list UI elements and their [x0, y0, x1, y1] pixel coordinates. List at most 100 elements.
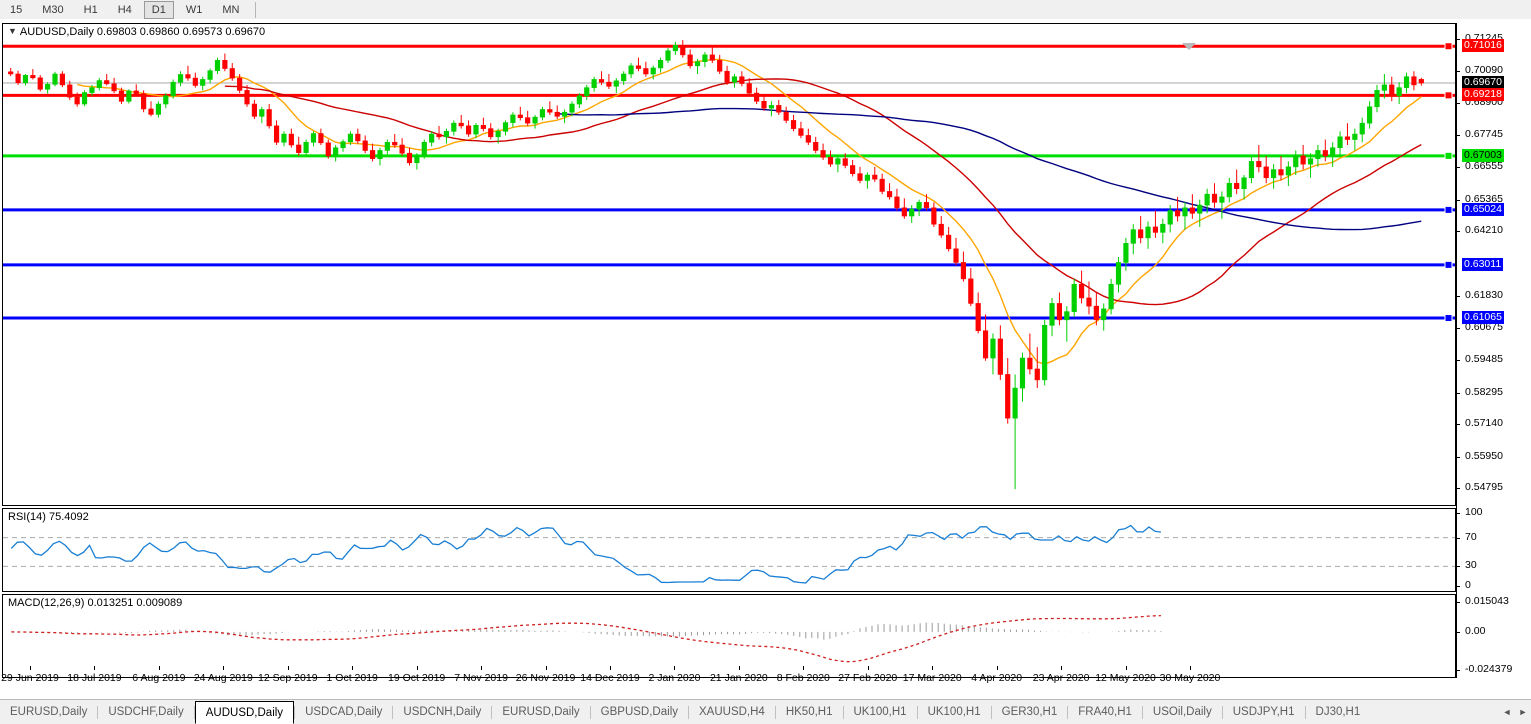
tab-scroll-left-icon[interactable]: ◄ [1502, 707, 1512, 717]
price-tick-mark [1456, 167, 1460, 169]
timeframe-button-d1[interactable]: D1 [143, 0, 174, 19]
collapse-arrow-icon[interactable]: ▼ [8, 26, 17, 36]
candle-body [8, 71, 14, 75]
price-level-handle[interactable] [1444, 151, 1453, 160]
candle-body [680, 45, 686, 56]
candle-body [827, 156, 834, 165]
candle-body [355, 133, 361, 142]
candle-body [74, 96, 80, 105]
symbol-tab-gbpusd-daily[interactable]: GBPUSD,Daily [600, 706, 678, 718]
candle-body [931, 207, 937, 225]
price-level-handle[interactable] [1444, 42, 1453, 51]
candle-body [879, 178, 885, 192]
candle-body [702, 54, 708, 62]
candle-body [1418, 79, 1424, 84]
candle-body [901, 207, 907, 217]
rsi-pane[interactable]: RSI(14) 75.4092 [2, 508, 1456, 592]
symbol-tab-xauusd-h4[interactable]: XAUUSD,H4 [699, 706, 765, 718]
symbol-tab-usoil-daily[interactable]: USOil,Daily [1152, 706, 1212, 718]
candle-body [562, 111, 568, 117]
price-level-tag[interactable]: 0.71016 [1462, 39, 1504, 53]
candle-body [177, 74, 184, 83]
symbol-tab-usdjpy-h1[interactable]: USDJPY,H1 [1232, 706, 1295, 718]
date-axis-tick [287, 666, 289, 670]
symbol-tab-dj30-h1[interactable]: DJ30,H1 [1315, 706, 1361, 718]
moving-average-line [224, 78, 1422, 306]
macd-pane[interactable]: MACD(12,26,9) 0.013251 0.009089 [2, 594, 1456, 678]
price-level-tag[interactable]: 0.65024 [1462, 202, 1504, 216]
timeframe-button-h1[interactable]: H1 [83, 3, 98, 16]
symbol-tab-usdcnh-daily[interactable]: USDCNH,Daily [403, 706, 482, 718]
macd-tick-mark [1456, 670, 1460, 671]
candle-body [214, 60, 221, 72]
candle-body [1019, 357, 1026, 389]
price-level-handle[interactable] [1444, 91, 1453, 100]
candle-body [67, 84, 73, 98]
price-level-tag[interactable]: 0.63011 [1462, 257, 1504, 271]
price-tick-label: 0.54795 [1465, 481, 1503, 494]
tab-scroll-right-icon[interactable]: ► [1518, 707, 1528, 717]
candle-body [1012, 387, 1018, 419]
candle-body [81, 92, 88, 105]
candle-body [754, 92, 760, 102]
candle-body [842, 158, 848, 166]
macd-tick-label: 0.015043 [1465, 595, 1509, 607]
candle-body [465, 125, 472, 135]
candle-body [1234, 182, 1240, 190]
date-scale[interactable]: 29 Jun 2019 18 Jul 2019 6 Aug 2019 24 Aug 2… [0, 666, 1531, 692]
candle-body [480, 125, 486, 129]
timeframe-toolbar: 15 M30 H1 H4 D1 W1 MN [0, 0, 1531, 20]
timeframe-button-h4[interactable]: H4 [117, 3, 132, 16]
price-level-tag[interactable]: 0.67003 [1462, 148, 1504, 162]
date-axis-label: 17 Mar 2020 [902, 672, 962, 684]
date-axis-tick [545, 666, 547, 670]
candle-body [724, 70, 730, 83]
candle-body [170, 81, 176, 97]
timeframe-button-mn[interactable]: MN [222, 3, 240, 16]
price-level-handle[interactable] [1444, 314, 1453, 323]
candle-body [916, 202, 922, 210]
price-level-tag[interactable]: 0.69218 [1462, 88, 1504, 102]
chart-area[interactable]: ▼ AUDUSD,Daily 0.69803 0.69860 0.69573 0.… [0, 19, 1531, 698]
symbol-tab-bar[interactable]: EURUSD,Daily USDCHF,Daily AUDUSD,Daily USDC… [0, 699, 1531, 724]
symbol-tab-ger30-h1[interactable]: GER30,H1 [1001, 706, 1058, 718]
candle-body [429, 133, 435, 143]
candle-body [1381, 84, 1387, 91]
candle-body [813, 141, 819, 151]
timeframe-button-m30[interactable]: M30 [42, 3, 64, 16]
symbol-tab-usdcad-daily[interactable]: USDCAD,Daily [305, 706, 383, 718]
price-level-tag[interactable]: 0.61065 [1462, 311, 1504, 325]
candle-body [118, 90, 125, 102]
candle-body [694, 61, 701, 67]
price-level-handle[interactable] [1444, 260, 1453, 269]
candle-body [717, 60, 723, 72]
candle-body [576, 95, 582, 105]
price-level-handle[interactable] [1444, 205, 1453, 214]
symbol-tab-uk100-h1[interactable]: UK100,H1 [927, 706, 981, 718]
symbol-tab-audusd-daily[interactable]: AUDUSD,Daily [194, 701, 295, 724]
candle-body [296, 144, 302, 153]
symbol-tab-hk50-h1[interactable]: HK50,H1 [785, 706, 833, 718]
date-axis-label: 7 Nov 2019 [454, 672, 508, 684]
candle-body [1093, 305, 1099, 321]
symbol-tab-uk100-h1[interactable]: UK100,H1 [853, 706, 907, 718]
symbol-tab-eurusd-daily[interactable]: EURUSD,Daily [10, 706, 88, 718]
macd-tick-label: -0.024379 [1465, 663, 1513, 675]
symbol-tab-usdchf-daily[interactable]: USDCHF,Daily [108, 706, 184, 718]
rsi-tick-label: 30 [1465, 559, 1477, 572]
price-tick-label: 0.64210 [1465, 224, 1503, 237]
date-axis-label: 27 Feb 2020 [838, 672, 898, 684]
candle-body [89, 87, 95, 93]
symbol-tab-eurusd-daily[interactable]: EURUSD,Daily [502, 706, 580, 718]
price-scale[interactable]: 0.71245 0.70090 0.68900 0.67745 0.66555 0.653… [1456, 23, 1531, 678]
timeframe-button-15[interactable]: 15 [10, 3, 23, 16]
price-level-tag[interactable]: 0.69670 [1462, 75, 1504, 89]
tab-separator [842, 705, 844, 719]
candle-body [960, 262, 967, 280]
timeframe-button-w1[interactable]: W1 [185, 3, 203, 16]
price-pane[interactable]: ▼ AUDUSD,Daily 0.69803 0.69860 0.69573 0.… [2, 23, 1456, 506]
tab-separator [589, 705, 591, 719]
symbol-tab-fra40-h1[interactable]: FRA40,H1 [1078, 706, 1132, 718]
candle-body [15, 73, 21, 84]
candle-body [1034, 368, 1040, 381]
